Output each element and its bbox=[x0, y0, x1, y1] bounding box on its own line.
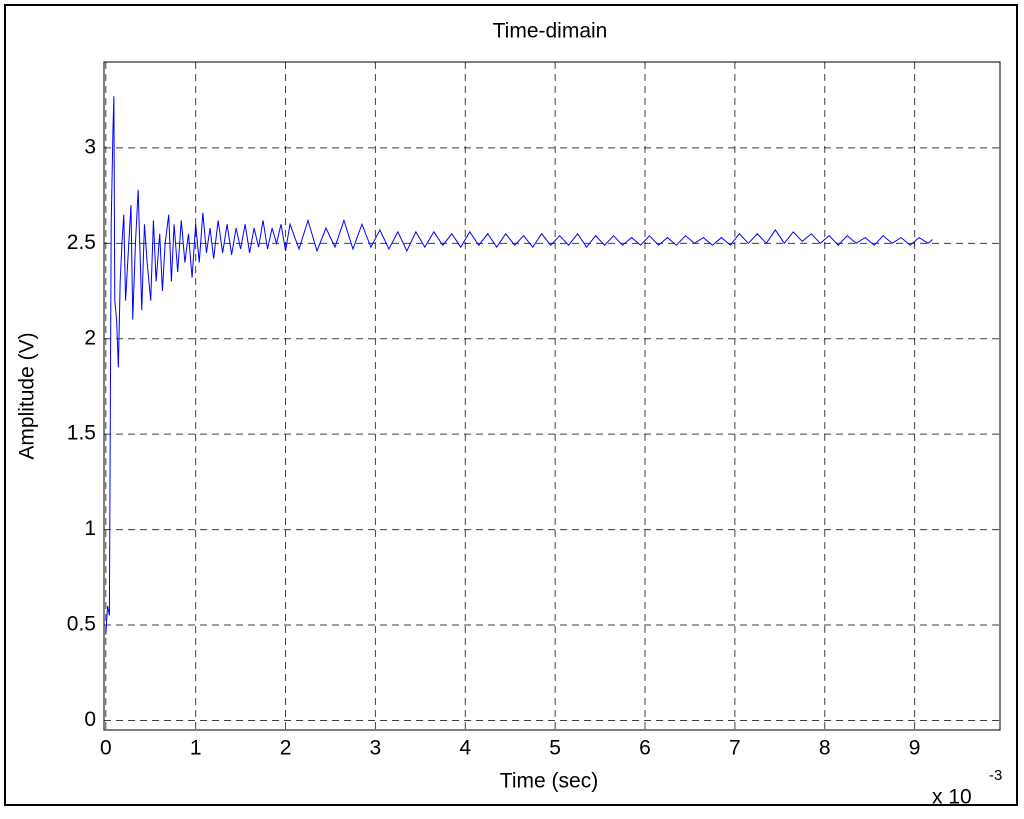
x-tick-label: 4 bbox=[459, 737, 471, 760]
plot-area bbox=[104, 62, 1000, 730]
x-multiplier: x 10 bbox=[932, 786, 972, 809]
x-tick-label: 7 bbox=[729, 737, 741, 760]
x-tick-label: 9 bbox=[909, 737, 921, 760]
axes-box bbox=[103, 61, 1001, 731]
x-axis-label: Time (sec) bbox=[500, 770, 598, 793]
data-line bbox=[105, 96, 933, 635]
chart-title: Time-dimain bbox=[493, 20, 608, 43]
x-tick-label: 3 bbox=[370, 737, 382, 760]
y-tick-label: 1.5 bbox=[67, 422, 96, 445]
x-multiplier-exponent: -3 bbox=[989, 767, 1002, 784]
x-tick-label: 1 bbox=[190, 737, 202, 760]
x-tick-label: 6 bbox=[639, 737, 651, 760]
y-tick-label: 0.5 bbox=[67, 613, 96, 636]
y-tick-label: 1 bbox=[84, 517, 96, 540]
x-tick-label: 0 bbox=[100, 737, 112, 760]
x-tick-label: 2 bbox=[280, 737, 292, 760]
x-tick-label: 8 bbox=[819, 737, 831, 760]
y-tick-label: 0 bbox=[84, 708, 96, 731]
y-tick-label: 2 bbox=[84, 326, 96, 349]
y-axis-label: Amplitude (V) bbox=[16, 332, 39, 459]
y-tick-label: 3 bbox=[84, 135, 96, 158]
x-tick-label: 5 bbox=[549, 737, 561, 760]
y-tick-label: 2.5 bbox=[67, 231, 96, 254]
